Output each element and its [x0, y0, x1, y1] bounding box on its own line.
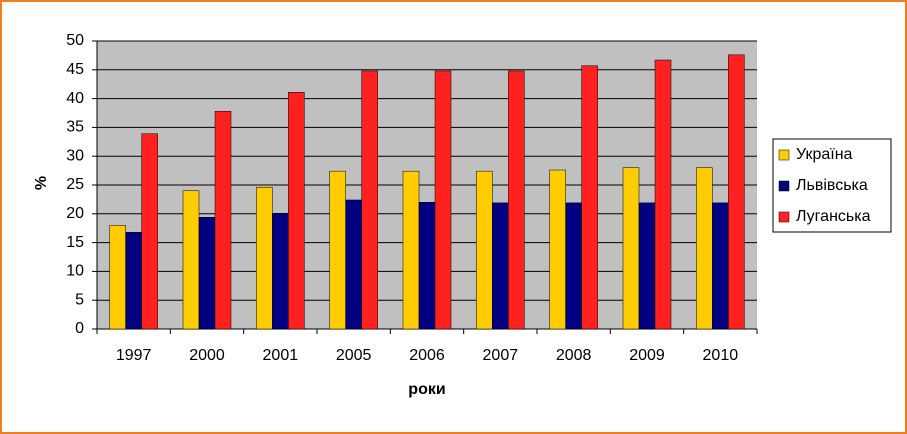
bar: [712, 202, 729, 330]
bar: [581, 65, 598, 330]
x-tick-label: 2006: [409, 347, 445, 364]
legend-swatch: [778, 180, 790, 192]
legend: [772, 138, 892, 233]
y-tick-label: 40: [66, 90, 84, 107]
bar: [728, 54, 745, 330]
bar: [256, 187, 273, 330]
legend-swatch: [778, 211, 790, 223]
bar: [345, 199, 362, 330]
bar: [214, 111, 232, 330]
bar: [565, 202, 582, 330]
y-tick-label: 50: [66, 32, 84, 49]
y-tick-label: 10: [66, 263, 84, 280]
bar: [329, 170, 346, 330]
bar: [622, 167, 640, 330]
y-tick-label: 0: [75, 320, 84, 337]
bar: [476, 170, 493, 330]
x-tick-label: 2005: [336, 347, 372, 364]
bar: [549, 169, 566, 330]
y-tick-label: 45: [66, 61, 84, 78]
bar: [109, 225, 126, 330]
x-tick-label: 2000: [189, 347, 225, 364]
x-tick-label: 2007: [483, 347, 519, 364]
bar: [361, 70, 378, 330]
x-axis-label: роки: [408, 381, 445, 398]
y-axis-label: %: [33, 176, 50, 190]
bar: [272, 212, 289, 330]
legend-label: Україна: [796, 146, 853, 163]
bar: [402, 170, 420, 330]
bar: [125, 231, 142, 330]
bar: [418, 202, 436, 330]
y-tick-label: 15: [66, 234, 84, 251]
x-tick-label: 2001: [263, 347, 299, 364]
y-tick-label: 5: [75, 291, 84, 308]
y-tick-label: 25: [66, 176, 84, 193]
bar: [508, 70, 525, 330]
legend-swatch: [778, 149, 790, 161]
x-tick-label: 1997: [116, 347, 152, 364]
y-tick-label: 20: [66, 205, 84, 222]
bar: [288, 92, 305, 330]
y-tick-label: 35: [66, 119, 84, 136]
legend-label: Луганська: [796, 208, 871, 225]
bar: [198, 217, 216, 330]
bar: [638, 202, 656, 330]
bar: [434, 70, 452, 330]
bar: [696, 167, 713, 330]
y-tick-label: 30: [66, 147, 84, 164]
x-tick-label: 2010: [703, 347, 739, 364]
bar: [492, 202, 509, 330]
bar: [182, 190, 200, 330]
legend-label: Львівська: [796, 177, 868, 194]
bar: [654, 59, 672, 330]
x-tick-label: 2009: [629, 347, 665, 364]
bar: [141, 133, 158, 330]
x-tick-label: 2008: [556, 347, 592, 364]
